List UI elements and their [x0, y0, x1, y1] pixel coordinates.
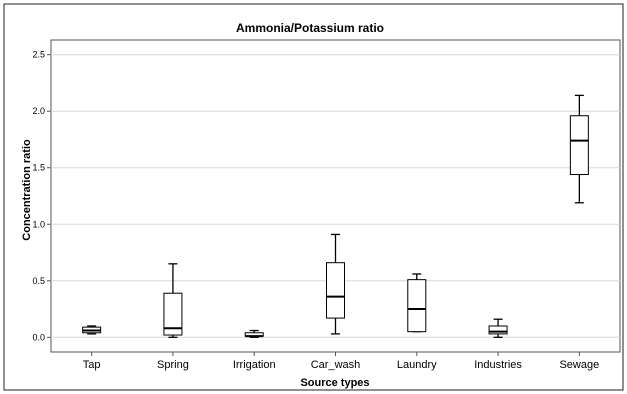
x-tick-label: Laundry: [397, 359, 437, 371]
y-tick-label: 1.0: [32, 219, 45, 229]
y-tick-label: 1.5: [32, 163, 45, 173]
y-tick-label: 2.0: [32, 106, 45, 116]
box-laundry: [407, 273, 427, 333]
box-spring: [163, 263, 183, 338]
iqr-box: [407, 279, 427, 333]
chart-title: Ammonia/Potassium ratio: [236, 21, 384, 35]
iqr-box: [163, 292, 183, 336]
x-tick-label: Spring: [157, 359, 189, 371]
x-axis-ticks: Tap Spring Irrigation Car_wash Laundry Indust…: [83, 352, 599, 371]
box-tap: [82, 325, 102, 335]
y-axis-label: Concentration ratio: [21, 139, 33, 241]
box-car-wash: [326, 233, 345, 335]
gridlines: [51, 54, 620, 338]
y-tick-label: 0.5: [32, 276, 45, 286]
chart-frame: [3, 3, 624, 391]
y-tick-label: 2.5: [32, 50, 45, 60]
box-industries: [488, 318, 508, 338]
x-tick-label: Car_wash: [311, 359, 361, 371]
box-sewage: [569, 94, 589, 204]
x-axis-label: Source types: [300, 377, 369, 389]
x-tick-label: Sewage: [559, 359, 599, 371]
y-axis-ticks: 0.0 0.5 1.0 1.5 2.0 2.5: [32, 50, 51, 342]
x-tick-label: Irrigation: [233, 359, 276, 371]
iqr-box: [569, 115, 589, 176]
y-tick-label: 0.0: [32, 332, 45, 342]
iqr-box: [326, 262, 345, 319]
boxes: [82, 94, 589, 338]
iqr-box: [488, 325, 508, 335]
x-tick-label: Industries: [474, 359, 522, 371]
box-irrigation: [244, 329, 264, 338]
x-tick-label: Tap: [83, 359, 101, 371]
